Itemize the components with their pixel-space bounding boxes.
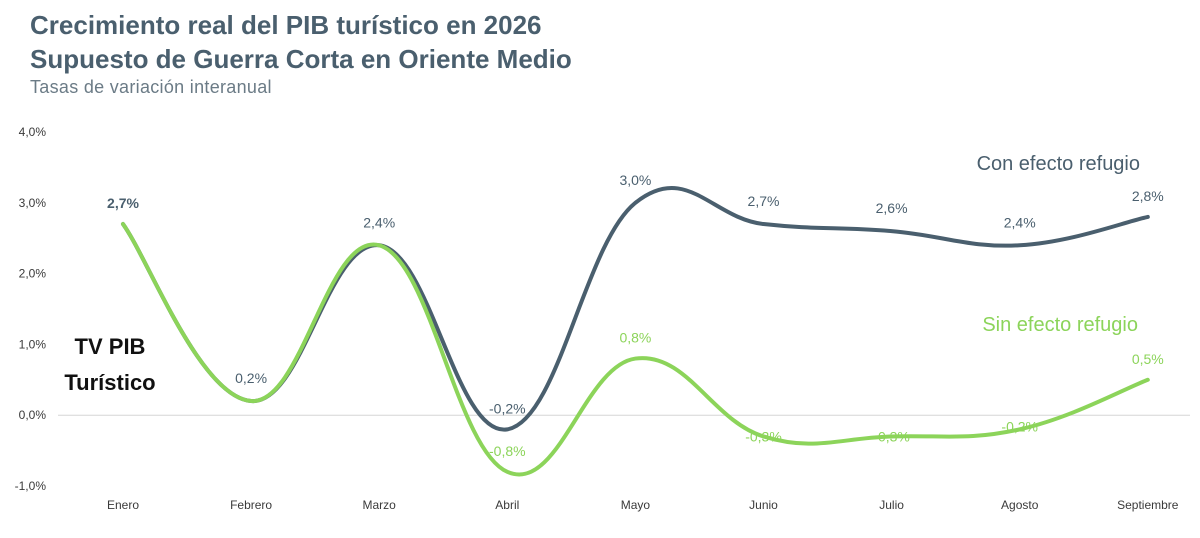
data-label-con-efecto-refugio: 3,0%	[619, 172, 651, 188]
x-tick-label: Abril	[495, 498, 519, 512]
y-tick-label: 1,0%	[19, 337, 47, 351]
series-line-sin-efecto-refugio	[121, 222, 1150, 477]
chart-title-line1: Crecimiento real del PIB turístico en 20…	[30, 10, 542, 40]
x-tick-label: Junio	[749, 498, 778, 512]
y-tick-label: 3,0%	[19, 196, 47, 210]
data-label-sin-efecto-refugio: -0,8%	[489, 443, 526, 459]
data-label-sin-efecto-refugio: -0,3%	[873, 428, 910, 444]
x-tick-label: Febrero	[230, 498, 272, 512]
annotation-tv-pib: TV PIB	[75, 334, 146, 359]
data-label-sin-efecto-refugio: -0,2%	[1001, 418, 1038, 434]
x-tick-label: Julio	[879, 498, 904, 512]
data-label-con-efecto-refugio: 2,7%	[107, 195, 139, 211]
series-name-sin-efecto-refugio: Sin efecto refugio	[982, 314, 1138, 336]
x-tick-label: Mayo	[621, 498, 651, 512]
y-tick-label: 2,0%	[19, 267, 47, 281]
data-label-con-efecto-refugio: -0,2%	[489, 400, 526, 416]
x-tick-label: Marzo	[363, 498, 397, 512]
data-label-con-efecto-refugio: 2,7%	[748, 193, 780, 209]
x-tick-label: Agosto	[1001, 498, 1039, 512]
data-label-con-efecto-refugio: 2,8%	[1132, 188, 1164, 204]
data-label-con-efecto-refugio: 0,2%	[235, 370, 267, 386]
annotation-turistico: Turístico	[64, 370, 155, 395]
data-label-sin-efecto-refugio: 0,5%	[1132, 351, 1164, 367]
x-tick-label: Enero	[107, 498, 139, 512]
chart-title-line2: Supuesto de Guerra Corta en Oriente Medi…	[30, 44, 572, 74]
chart-subtitle: Tasas de variación interanual	[30, 77, 272, 97]
x-tick-label: Septiembre	[1117, 498, 1179, 512]
series-name-con-efecto-refugio: Con efecto refugio	[977, 153, 1140, 175]
data-label-sin-efecto-refugio: -0,3%	[745, 428, 782, 444]
y-tick-label: 4,0%	[19, 125, 47, 139]
data-label-con-efecto-refugio: 2,4%	[363, 214, 395, 230]
data-label-con-efecto-refugio: 2,6%	[876, 200, 908, 216]
data-label-sin-efecto-refugio: 0,8%	[619, 330, 651, 346]
y-tick-label: -1,0%	[15, 479, 47, 493]
series-line-con-efecto-refugio	[121, 186, 1150, 432]
data-label-con-efecto-refugio: 2,4%	[1004, 214, 1036, 230]
y-tick-label: 0,0%	[19, 408, 47, 422]
